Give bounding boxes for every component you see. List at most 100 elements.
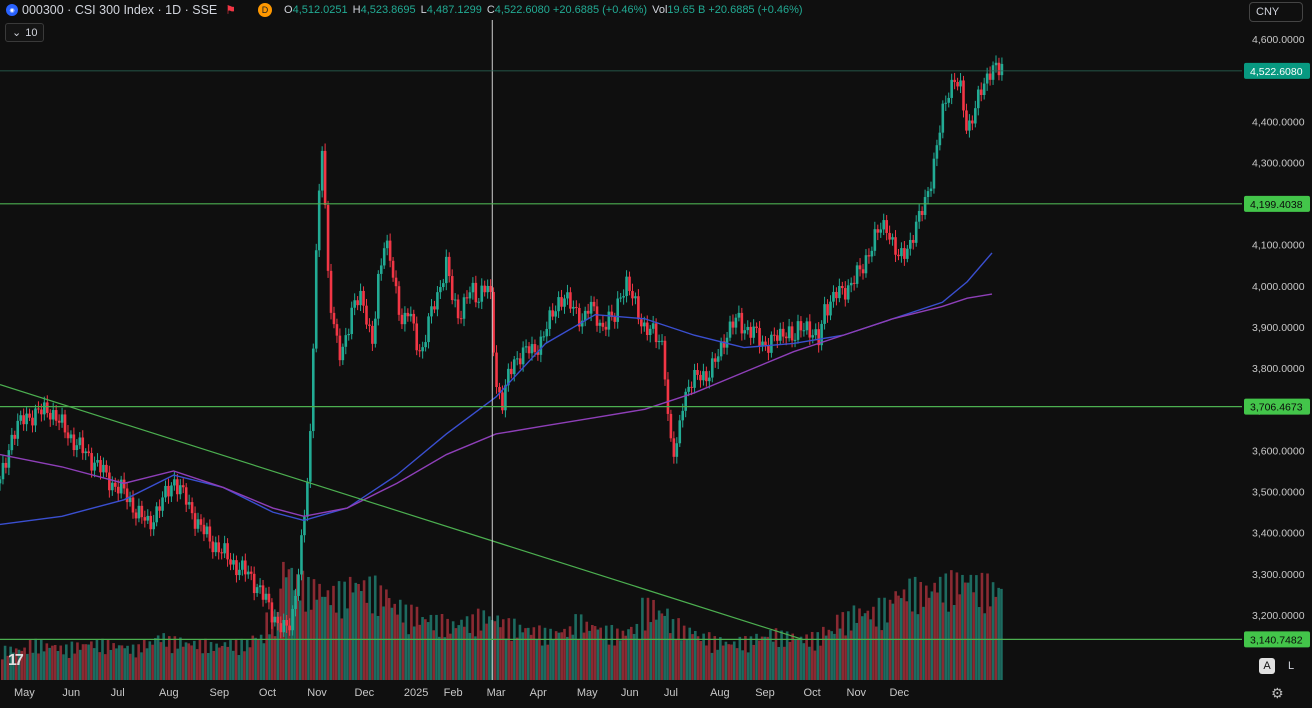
volume-bar bbox=[26, 653, 29, 680]
candle-body bbox=[57, 420, 61, 423]
volume-bar bbox=[796, 639, 800, 680]
log-scale-button[interactable]: L bbox=[1287, 660, 1295, 672]
candle-body bbox=[456, 299, 460, 319]
volume-bar bbox=[440, 614, 444, 680]
volume-bar bbox=[830, 631, 833, 680]
volume-bar bbox=[301, 570, 305, 680]
candle-body bbox=[867, 255, 871, 257]
candle-body bbox=[607, 311, 611, 330]
volume-bar bbox=[835, 614, 839, 680]
candle-body bbox=[530, 344, 534, 354]
candle-body bbox=[406, 312, 410, 317]
symbol-title[interactable]: 000300 · CSI 300 Index · 1D · SSE bbox=[22, 3, 218, 17]
indicator-tag[interactable]: ⌄ 10 bbox=[5, 23, 45, 42]
candle-body bbox=[385, 240, 389, 249]
volume-bar bbox=[588, 630, 591, 680]
volume-bar bbox=[504, 638, 508, 680]
volume-bar bbox=[337, 581, 341, 680]
volume-bar bbox=[585, 621, 589, 680]
volume-bar bbox=[326, 590, 330, 680]
candle-body bbox=[982, 83, 986, 96]
volume-bar bbox=[975, 575, 978, 680]
currency-select[interactable]: CNY bbox=[1249, 2, 1303, 22]
candle-body bbox=[705, 371, 708, 382]
volume-bar bbox=[154, 638, 157, 680]
volume-bar bbox=[293, 590, 296, 680]
candle-body bbox=[985, 73, 989, 84]
candle-body bbox=[155, 506, 158, 523]
volume-bar bbox=[117, 645, 121, 680]
volume-bar bbox=[42, 651, 46, 680]
volume-bar bbox=[766, 636, 769, 680]
candle-body bbox=[752, 326, 755, 338]
candle-body bbox=[119, 479, 123, 494]
volume-bar bbox=[332, 585, 335, 680]
volume-bar bbox=[37, 653, 40, 680]
volume-bar bbox=[755, 633, 758, 680]
candle-body bbox=[793, 339, 797, 341]
volume-bar bbox=[432, 630, 435, 680]
volume-bar bbox=[699, 640, 703, 680]
candle-body bbox=[512, 359, 516, 375]
candle-body bbox=[808, 321, 812, 338]
candle-body bbox=[37, 408, 40, 410]
candle-body bbox=[187, 502, 191, 505]
volume-bar bbox=[446, 618, 449, 680]
x-tick-label: Aug bbox=[710, 687, 730, 699]
volume-bar bbox=[808, 646, 811, 680]
volume-bar bbox=[243, 651, 246, 680]
volume-bar bbox=[602, 639, 605, 680]
candle-body bbox=[477, 301, 481, 303]
ohlc-key: H bbox=[352, 4, 361, 16]
volume-bar bbox=[618, 640, 622, 680]
volume-bar bbox=[240, 638, 243, 680]
volume-bar bbox=[393, 603, 397, 680]
candle-body bbox=[708, 377, 711, 382]
volume-bar bbox=[346, 608, 349, 680]
candle-body bbox=[391, 260, 395, 278]
candle-body bbox=[518, 358, 522, 365]
candle-body bbox=[938, 132, 942, 146]
candle-body bbox=[515, 358, 519, 360]
candle-body bbox=[852, 282, 856, 284]
volume-bar bbox=[187, 643, 191, 680]
volume-bar bbox=[969, 574, 973, 680]
gear-icon[interactable]: ⚙ bbox=[1271, 685, 1284, 701]
ohlc-value: 4,512.0251 bbox=[292, 4, 348, 16]
candle-body bbox=[613, 317, 617, 322]
volume-bar bbox=[752, 644, 756, 680]
candle-body bbox=[678, 420, 682, 444]
price-label: 3,140.7482 bbox=[1250, 634, 1303, 646]
volume-bar bbox=[62, 654, 65, 680]
volume-bar bbox=[145, 648, 149, 680]
candle-body bbox=[276, 616, 280, 624]
volume-bar bbox=[671, 619, 675, 680]
tradingview-logo[interactable]: 17 bbox=[8, 652, 24, 669]
volume-bar bbox=[148, 641, 152, 680]
candle-body bbox=[382, 248, 386, 266]
volume-bar bbox=[649, 622, 653, 680]
y-tick-label: 3,400.0000 bbox=[1252, 528, 1305, 540]
candle-body bbox=[731, 321, 735, 328]
candle-body bbox=[424, 342, 427, 348]
volume-bar bbox=[738, 636, 742, 680]
volume-bar bbox=[78, 649, 82, 680]
flag-icon[interactable]: ⚑ bbox=[225, 3, 237, 17]
candle-body bbox=[332, 312, 336, 325]
volume-bar bbox=[6, 655, 10, 680]
candle-body bbox=[13, 434, 17, 439]
candle-body bbox=[758, 328, 761, 347]
chevron-down-icon[interactable]: ⌄ bbox=[12, 27, 22, 39]
candle-body bbox=[728, 321, 732, 338]
candle-body bbox=[84, 451, 88, 454]
volume-bar bbox=[56, 650, 60, 680]
candle-body bbox=[436, 292, 439, 310]
volume-bar bbox=[268, 634, 271, 680]
volume-bar bbox=[936, 592, 939, 680]
volume-bar bbox=[176, 648, 179, 680]
x-tick-label: Dec bbox=[889, 687, 909, 699]
volume-bar bbox=[532, 627, 536, 680]
auto-scale-button[interactable]: A bbox=[1259, 658, 1275, 674]
volume-bar bbox=[304, 611, 307, 680]
